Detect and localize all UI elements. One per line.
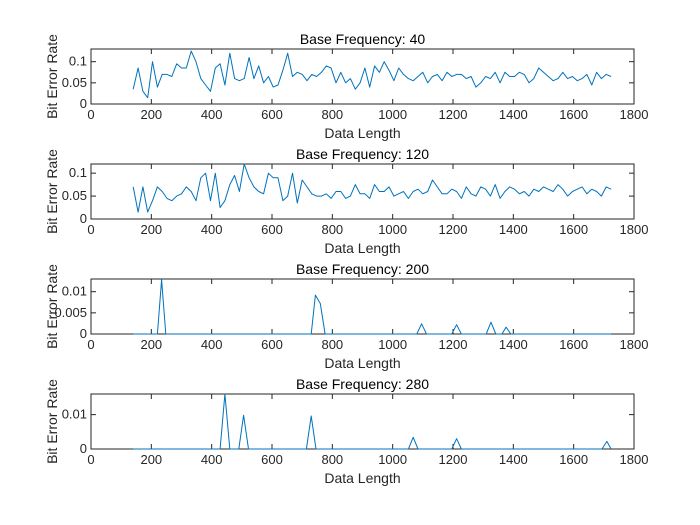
y-tick-label: 0.005 — [54, 305, 87, 320]
x-tick-label: 800 — [321, 222, 343, 237]
x-tick-label: 1200 — [439, 452, 468, 467]
x-tick-label: 1400 — [499, 222, 528, 237]
x-tick-label: 1800 — [620, 222, 649, 237]
y-axis-label: Bit Error Rate — [44, 149, 60, 234]
y-tick-label: 0.05 — [62, 188, 87, 203]
subplot-1: 0 200 400 600 800 1000 1200 1400 1600 1800 0 0.05 0.… — [44, 31, 648, 141]
x-tick-label: 1200 — [439, 337, 468, 352]
y-tick-label: 0 — [80, 211, 87, 226]
x-tick-label: 800 — [321, 452, 343, 467]
x-tick-label: 200 — [140, 452, 162, 467]
y-axis-label: Bit Error Rate — [44, 379, 60, 464]
chart-title: Base Frequency: 280 — [296, 376, 429, 392]
x-tick-label: 1000 — [378, 222, 407, 237]
axes-frame — [90, 278, 635, 335]
x-tick-label: 1800 — [620, 107, 649, 122]
x-tick-label: 600 — [261, 107, 283, 122]
y-tick-label: 0 — [80, 441, 87, 456]
x-axis-label: Data Length — [324, 355, 400, 371]
series-line — [132, 50, 612, 99]
x-tick-label: 1600 — [559, 452, 588, 467]
x-tick-label: 200 — [140, 107, 162, 122]
x-tick-label: 800 — [321, 337, 343, 352]
x-tick-label: 1000 — [378, 337, 407, 352]
y-axis-label: Bit Error Rate — [44, 34, 60, 119]
y-tick-label: 0.01 — [62, 284, 87, 299]
x-tick-label: 1800 — [620, 452, 649, 467]
y-tick-label: 0 — [80, 326, 87, 341]
series-line — [133, 279, 612, 335]
series-line — [133, 393, 612, 450]
y-tick-label: 0.1 — [69, 165, 87, 180]
x-axis-label: Data Length — [324, 240, 400, 256]
x-axis-label: Data Length — [324, 470, 400, 486]
x-tick-label: 600 — [261, 337, 283, 352]
x-tick-label: 1400 — [499, 452, 528, 467]
x-tick-label: 0 — [87, 452, 94, 467]
x-tick-label: 400 — [201, 222, 223, 237]
y-tick-label: 0 — [80, 96, 87, 111]
y-tick-label: 0.01 — [62, 407, 87, 422]
series-line — [132, 163, 612, 213]
x-tick-label: 600 — [261, 452, 283, 467]
subplot-3: 0 200 400 600 800 1000 1200 1400 1600 1800 0 0.005 0… — [44, 261, 648, 371]
x-tick-label: 1200 — [439, 107, 468, 122]
x-tick-label: 400 — [201, 452, 223, 467]
x-tick-label: 1600 — [559, 337, 588, 352]
x-axis-label: Data Length — [324, 125, 400, 141]
axes-frame — [90, 393, 635, 450]
subplot-4: 0 200 400 600 800 1000 1200 1400 1600 1800 0 0.01 Ba… — [44, 376, 648, 486]
y-axis-label: Bit Error Rate — [44, 264, 60, 349]
x-tick-label: 0 — [87, 337, 94, 352]
x-tick-label: 1400 — [499, 107, 528, 122]
x-tick-label: 800 — [321, 107, 343, 122]
x-tick-label: 1000 — [378, 107, 407, 122]
x-tick-label: 0 — [87, 107, 94, 122]
x-tick-label: 200 — [140, 222, 162, 237]
x-tick-label: 0 — [87, 222, 94, 237]
x-tick-label: 1600 — [559, 107, 588, 122]
x-tick-label: 400 — [201, 107, 223, 122]
axes-frame — [90, 163, 635, 220]
x-tick-label: 1600 — [559, 222, 588, 237]
chart-title: Base Frequency: 40 — [300, 31, 426, 47]
x-tick-label: 600 — [261, 222, 283, 237]
x-tick-label: 1200 — [439, 222, 468, 237]
chart-title: Base Frequency: 200 — [296, 261, 429, 277]
x-tick-label: 200 — [140, 337, 162, 352]
chart-title: Base Frequency: 120 — [296, 146, 429, 162]
x-tick-label: 400 — [201, 337, 223, 352]
y-tick-label: 0.05 — [62, 75, 87, 90]
y-tick-label: 0.1 — [69, 54, 87, 69]
x-tick-label: 1800 — [620, 337, 649, 352]
x-tick-label: 1000 — [378, 452, 407, 467]
subplot-2: 0 200 400 600 800 1000 1200 1400 1600 1800 0 0.05 0.… — [44, 146, 648, 256]
x-tick-label: 1400 — [499, 337, 528, 352]
